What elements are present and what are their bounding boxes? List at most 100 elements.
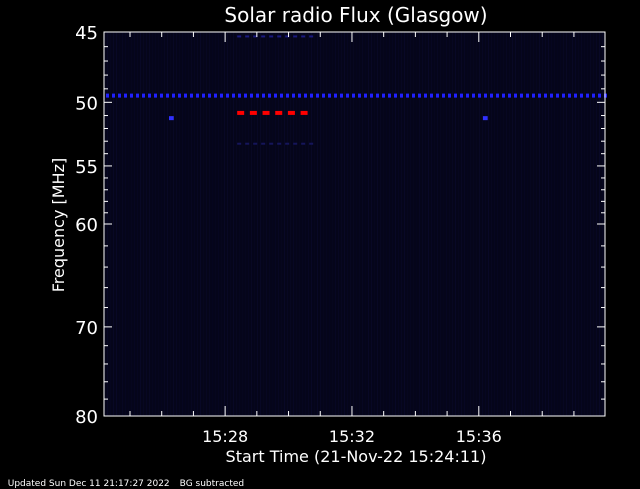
faint-line-lower-segment bbox=[285, 142, 290, 145]
interference-line-blue-segment bbox=[526, 93, 529, 98]
streak bbox=[308, 32, 309, 416]
streak bbox=[182, 32, 183, 416]
interference-line-blue-segment bbox=[292, 93, 295, 98]
streak bbox=[227, 32, 228, 416]
streak bbox=[530, 32, 531, 416]
streak bbox=[191, 32, 192, 416]
streak bbox=[260, 32, 261, 416]
streak bbox=[413, 32, 414, 416]
interference-line-blue-segment bbox=[130, 93, 133, 98]
interference-line-blue-segment bbox=[184, 93, 187, 98]
interference-line-blue-segment bbox=[202, 93, 205, 98]
interference-line-blue-segment bbox=[412, 93, 415, 98]
streak bbox=[167, 32, 168, 416]
streak bbox=[206, 32, 207, 416]
interference-line-blue-segment bbox=[256, 93, 259, 98]
interference-line-blue-segment bbox=[574, 93, 577, 98]
x-tick-label: 15:28 bbox=[202, 427, 248, 446]
streak bbox=[500, 32, 501, 416]
y-tick-label: 50 bbox=[75, 93, 98, 114]
streak bbox=[149, 32, 150, 416]
interference-line-blue-segment bbox=[106, 93, 109, 98]
interference-line-blue-segment bbox=[148, 93, 151, 98]
streak bbox=[428, 32, 429, 416]
streak bbox=[173, 32, 174, 416]
interference-line-blue-segment bbox=[538, 93, 541, 98]
streak bbox=[200, 32, 201, 416]
streak bbox=[491, 32, 492, 416]
faint-line-top-segment bbox=[277, 35, 282, 38]
streak bbox=[146, 32, 147, 416]
interference-burst-red-segment bbox=[249, 110, 257, 115]
streak bbox=[473, 32, 474, 416]
streak bbox=[365, 32, 366, 416]
streak bbox=[425, 32, 426, 416]
streak bbox=[419, 32, 420, 416]
interference-burst-red-segment bbox=[262, 110, 270, 115]
streak bbox=[299, 32, 300, 416]
interference-line-blue-segment bbox=[490, 93, 493, 98]
interference-line-blue-segment bbox=[112, 93, 115, 98]
background-streaks bbox=[107, 32, 603, 416]
y-axis-ticks: 45 50 55 60 70 80 bbox=[75, 23, 605, 428]
streak bbox=[470, 32, 471, 416]
interference-line-blue-segment bbox=[424, 93, 427, 98]
streak bbox=[566, 32, 567, 416]
streak bbox=[536, 32, 537, 416]
interference-line-blue-segment bbox=[328, 93, 331, 98]
interference-line-blue-segment bbox=[220, 93, 223, 98]
streak bbox=[380, 32, 381, 416]
interference-line-blue-segment bbox=[478, 93, 481, 98]
streak bbox=[215, 32, 216, 416]
x-tick-label: 15:32 bbox=[329, 427, 375, 446]
streak bbox=[230, 32, 231, 416]
interference-line-blue-segment bbox=[598, 93, 601, 98]
streak bbox=[311, 32, 312, 416]
interference-line-blue-segment bbox=[508, 93, 511, 98]
interference-line-blue-segment bbox=[370, 93, 373, 98]
streak bbox=[557, 32, 558, 416]
streak bbox=[554, 32, 555, 416]
streak bbox=[131, 32, 132, 416]
streak bbox=[278, 32, 279, 416]
streak bbox=[272, 32, 273, 416]
streak bbox=[584, 32, 585, 416]
x-axis-label: Start Time (21-Nov-22 15:24:11) bbox=[226, 447, 487, 466]
streak bbox=[152, 32, 153, 416]
interference-line-blue-segment bbox=[118, 93, 121, 98]
streak bbox=[527, 32, 528, 416]
streak bbox=[479, 32, 480, 416]
interference-line-blue-segment bbox=[562, 93, 565, 98]
streak bbox=[518, 32, 519, 416]
streak bbox=[509, 32, 510, 416]
streak bbox=[371, 32, 372, 416]
interference-line-blue-segment bbox=[586, 93, 589, 98]
streak bbox=[233, 32, 234, 416]
faint-line-top-segment bbox=[253, 35, 258, 38]
streak bbox=[458, 32, 459, 416]
streak bbox=[239, 32, 240, 416]
interference-line-blue-segment bbox=[448, 93, 451, 98]
streak bbox=[551, 32, 552, 416]
streak bbox=[497, 32, 498, 416]
streak bbox=[251, 32, 252, 416]
interference-line-blue-segment bbox=[316, 93, 319, 98]
streak bbox=[374, 32, 375, 416]
streak bbox=[386, 32, 387, 416]
interference-burst-red-segment bbox=[237, 110, 245, 115]
interference-line-blue-segment bbox=[136, 93, 139, 98]
streak bbox=[461, 32, 462, 416]
faint-line-top-segment bbox=[269, 35, 274, 38]
faint-line-lower-segment bbox=[245, 142, 250, 145]
interference-line-blue-segment bbox=[178, 93, 181, 98]
faint-line-top-segment bbox=[261, 35, 266, 38]
streak bbox=[476, 32, 477, 416]
streak bbox=[317, 32, 318, 416]
streak bbox=[422, 32, 423, 416]
streak bbox=[596, 32, 597, 416]
streak bbox=[209, 32, 210, 416]
streak bbox=[350, 32, 351, 416]
streak bbox=[263, 32, 264, 416]
streak bbox=[362, 32, 363, 416]
streak bbox=[179, 32, 180, 416]
